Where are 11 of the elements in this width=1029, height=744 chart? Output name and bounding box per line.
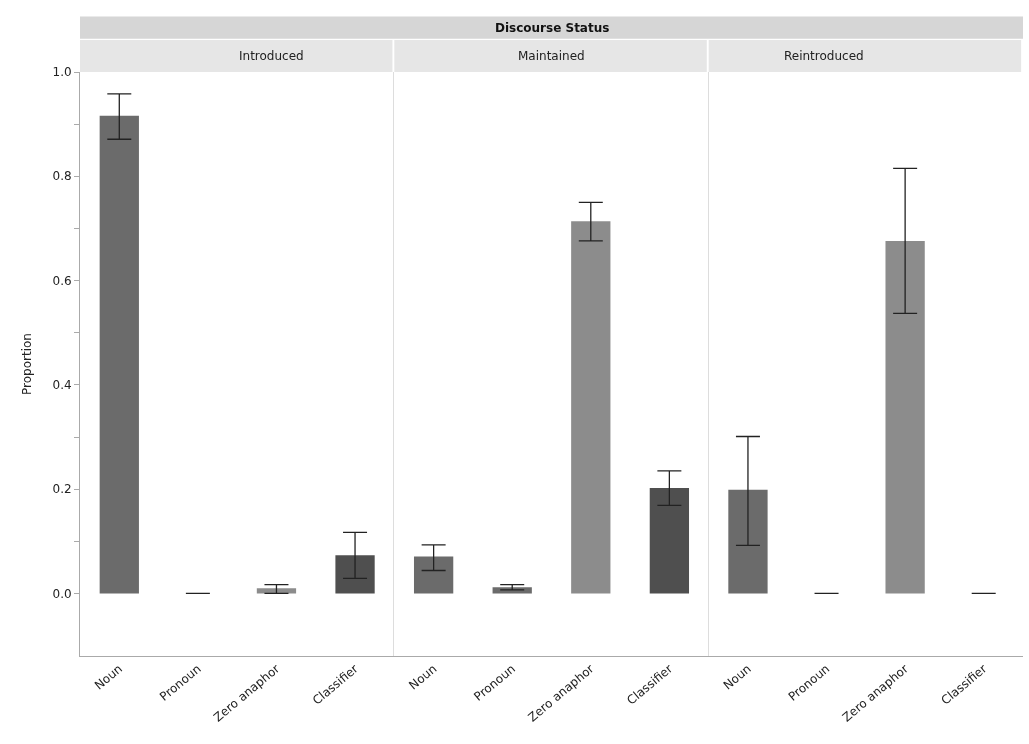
y-tick-label: 0.2 (52, 482, 72, 497)
chart-title: Reintroduced (784, 49, 864, 63)
y-tick-label: 0.6 (52, 273, 72, 288)
y-axis-title: Proportion (19, 333, 34, 395)
text: Discourse Status (495, 21, 610, 35)
y-tick-label: 1.0 (52, 65, 72, 80)
chart-title: Maintained (518, 49, 585, 63)
y-tick-label: 0.0 (52, 586, 72, 601)
y-tick-label: 0.8 (52, 169, 72, 184)
chart-title: Introduced (239, 49, 304, 63)
y-tick-label: 0.4 (52, 378, 72, 393)
